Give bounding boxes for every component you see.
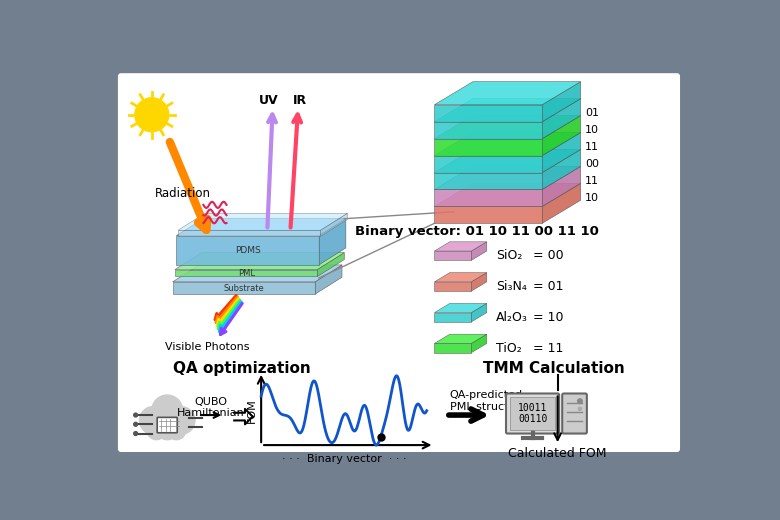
Text: UV: UV	[259, 95, 278, 108]
Polygon shape	[434, 133, 580, 155]
Text: TMM Calculation: TMM Calculation	[483, 361, 625, 376]
Polygon shape	[434, 189, 542, 206]
Circle shape	[167, 407, 195, 434]
FancyBboxPatch shape	[506, 394, 559, 434]
Polygon shape	[172, 282, 315, 294]
Text: Visible Photons: Visible Photons	[165, 342, 250, 353]
Text: Radiation: Radiation	[154, 187, 211, 200]
Polygon shape	[434, 313, 471, 322]
Polygon shape	[434, 282, 471, 291]
Circle shape	[140, 407, 167, 434]
Polygon shape	[434, 242, 487, 251]
Text: PDMS: PDMS	[235, 246, 261, 255]
Text: SiO₂: SiO₂	[496, 249, 523, 262]
Text: 11: 11	[585, 176, 599, 186]
Text: = 01: = 01	[533, 280, 563, 293]
Polygon shape	[434, 99, 580, 122]
Polygon shape	[542, 149, 580, 189]
FancyBboxPatch shape	[118, 73, 680, 452]
Polygon shape	[172, 265, 342, 282]
Polygon shape	[434, 303, 487, 313]
Circle shape	[135, 98, 168, 132]
Polygon shape	[434, 166, 580, 189]
Circle shape	[579, 407, 581, 410]
Polygon shape	[434, 272, 487, 282]
Text: 10: 10	[585, 125, 599, 135]
Text: 11: 11	[585, 142, 599, 152]
Text: FOM: FOM	[247, 398, 257, 423]
Polygon shape	[176, 236, 319, 265]
Polygon shape	[434, 155, 542, 173]
Text: = 11: = 11	[533, 342, 563, 355]
Text: 10011
00110: 10011 00110	[518, 402, 548, 424]
Circle shape	[152, 395, 183, 426]
Polygon shape	[434, 149, 580, 173]
Polygon shape	[434, 183, 580, 206]
Polygon shape	[471, 272, 487, 291]
FancyBboxPatch shape	[158, 418, 177, 433]
Polygon shape	[178, 213, 347, 230]
Circle shape	[133, 422, 137, 426]
Text: · · ·  Binary vector  · · ·: · · · Binary vector · · ·	[282, 454, 406, 464]
Polygon shape	[434, 105, 542, 122]
Text: Binary vector: 01 10 11 00 11 10: Binary vector: 01 10 11 00 11 10	[355, 225, 599, 238]
Polygon shape	[434, 82, 580, 105]
Text: QA optimization: QA optimization	[173, 361, 310, 376]
Polygon shape	[434, 115, 580, 139]
Polygon shape	[176, 219, 346, 236]
Text: TiO₂: TiO₂	[496, 342, 522, 355]
Polygon shape	[434, 251, 471, 261]
Polygon shape	[315, 265, 342, 294]
Polygon shape	[542, 133, 580, 173]
Polygon shape	[178, 230, 321, 237]
Polygon shape	[175, 269, 317, 277]
Text: Calculated FOM: Calculated FOM	[509, 447, 607, 460]
Text: Substrate: Substrate	[223, 283, 264, 293]
Text: 00: 00	[585, 159, 599, 169]
Polygon shape	[471, 242, 487, 261]
Circle shape	[133, 432, 137, 435]
Circle shape	[133, 413, 137, 417]
Circle shape	[156, 417, 179, 440]
Text: = 00: = 00	[533, 249, 564, 262]
Text: QUBO
Hamiltonian: QUBO Hamiltonian	[177, 397, 245, 418]
Text: Al₂O₃: Al₂O₃	[496, 311, 528, 324]
Polygon shape	[542, 115, 580, 155]
Polygon shape	[319, 219, 346, 265]
Circle shape	[578, 399, 582, 404]
Polygon shape	[434, 139, 542, 155]
Text: Si₃N₄: Si₃N₄	[496, 280, 526, 293]
Polygon shape	[321, 213, 347, 237]
Text: IR: IR	[292, 95, 307, 108]
Polygon shape	[434, 122, 542, 139]
Polygon shape	[434, 206, 542, 223]
Polygon shape	[434, 173, 542, 189]
Text: 10: 10	[585, 193, 599, 203]
FancyBboxPatch shape	[562, 394, 587, 434]
Polygon shape	[434, 334, 487, 343]
Polygon shape	[542, 99, 580, 139]
Polygon shape	[542, 166, 580, 206]
Circle shape	[147, 421, 165, 440]
Text: 01: 01	[585, 108, 599, 118]
Circle shape	[167, 421, 186, 440]
Text: PML: PML	[238, 269, 254, 278]
Polygon shape	[175, 253, 344, 269]
Polygon shape	[471, 334, 487, 353]
Polygon shape	[542, 82, 580, 122]
Polygon shape	[317, 253, 344, 277]
Text: = 10: = 10	[533, 311, 563, 324]
Polygon shape	[542, 183, 580, 223]
FancyBboxPatch shape	[510, 397, 555, 430]
Text: QA-predicted
PML structure: QA-predicted PML structure	[450, 391, 526, 412]
Polygon shape	[471, 303, 487, 322]
Polygon shape	[434, 343, 471, 353]
